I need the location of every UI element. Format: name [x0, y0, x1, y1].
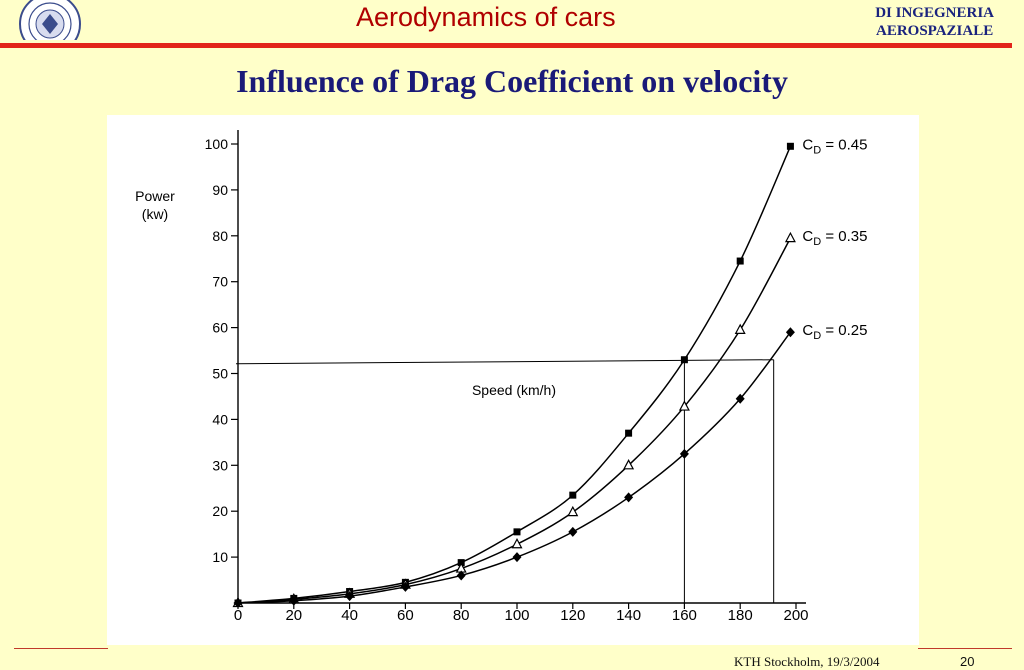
footer-location-date: KTH Stockholm, 19/3/2004	[734, 654, 880, 669]
data-point-triangle	[511, 537, 523, 549]
x-tick-label: 0	[234, 607, 242, 624]
x-tick-label: 140	[616, 607, 641, 624]
y-tick-label: 30	[212, 457, 228, 473]
data-point-triangle	[623, 459, 635, 470]
data-point-square	[513, 528, 521, 536]
x-tick-label: 180	[728, 607, 753, 624]
x-tick-label: 80	[453, 607, 470, 624]
x-tick-label: 40	[341, 607, 358, 624]
data-point-triangle	[567, 505, 579, 517]
x-tick-label: 120	[560, 607, 585, 624]
data-point-diamond	[512, 552, 522, 563]
slide-title: Influence of Drag Coefficient on velocit…	[236, 63, 788, 99]
header-divider	[0, 43, 1012, 48]
x-tick-label: 160	[672, 607, 697, 624]
university-seal-logo	[18, 0, 82, 40]
data-point-triangle	[678, 400, 690, 411]
data-point-diamond	[345, 591, 355, 602]
data-point-diamond	[289, 595, 299, 606]
data-point-square	[736, 257, 744, 265]
department-name: DI INGEGNERIA AEROSPAZIALE	[875, 4, 994, 40]
footer-rule-left	[14, 648, 108, 649]
data-point-diamond	[735, 393, 745, 404]
department-line-2: AEROSPAZIALE	[875, 23, 994, 39]
y-tick-label: 40	[212, 411, 228, 427]
y-tick-label: 70	[212, 274, 228, 290]
data-point-diamond	[568, 526, 578, 537]
y-axis-label-line1: Power	[135, 188, 175, 204]
y-tick-label: 50	[212, 366, 228, 382]
series-line-triangle	[237, 237, 792, 604]
data-point-square	[680, 356, 688, 364]
y-tick-label: 90	[212, 182, 228, 198]
x-tick-label: 200	[783, 607, 808, 624]
page-number: 20	[960, 654, 975, 669]
series-label-triangle: CD = 0.35	[802, 228, 867, 248]
data-point-diamond	[624, 492, 634, 503]
power-speed-chart: 10 20 30 40 50 60 70 80 90 100 0 20 40 60 80 100 120 140 1…	[135, 130, 868, 624]
data-point-diamond	[456, 570, 466, 581]
x-tick-label: 60	[397, 607, 414, 624]
reference-power-line	[235, 359, 774, 365]
data-point-square	[786, 142, 794, 150]
chart-panel: 10 20 30 40 50 60 70 80 90 100 0 20 40 60 80 100 120 140 1…	[107, 115, 919, 645]
header-title: Aerodynamics of cars	[356, 2, 616, 32]
speed-annotation: Speed (km/h)	[472, 382, 556, 398]
y-tick-label: 80	[212, 228, 228, 244]
x-tick-label: 20	[285, 607, 302, 624]
series-line-diamond	[237, 331, 792, 604]
series-label-square: CD = 0.45	[802, 136, 867, 156]
data-point-triangle	[734, 323, 746, 334]
series-label-diamond: CD = 0.25	[802, 322, 867, 342]
data-point-triangle	[784, 231, 796, 243]
department-line-1: DI INGEGNERIA	[875, 5, 994, 21]
footer-rule-right	[918, 648, 1012, 649]
y-tick-label: 60	[212, 320, 228, 336]
x-tick-label: 100	[504, 607, 529, 624]
data-point-square	[569, 491, 577, 499]
y-tick-label: 20	[212, 503, 228, 519]
y-axis-label-line2: (kw)	[142, 206, 168, 222]
data-point-diamond	[233, 598, 243, 608]
y-tick-label: 10	[212, 549, 228, 565]
y-tick-label: 100	[205, 136, 229, 152]
data-point-square	[625, 429, 633, 437]
data-point-diamond	[400, 581, 410, 592]
data-point-diamond	[679, 448, 689, 459]
data-point-diamond	[785, 327, 795, 338]
